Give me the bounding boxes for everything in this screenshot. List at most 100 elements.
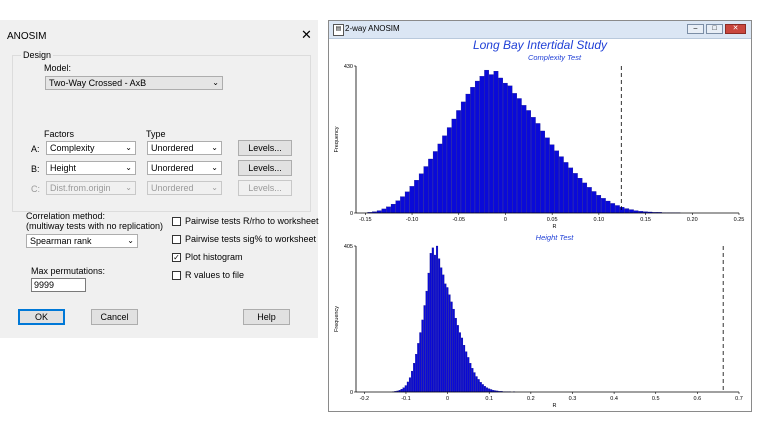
complexity-panel: Complexity Test 0 430 -0.15 -0.10 -0.05 0 0.05 0… xyxy=(334,53,744,230)
histogram-bar xyxy=(503,82,508,214)
histogram-bar xyxy=(485,387,489,393)
pairwise-sig-checkbox[interactable] xyxy=(172,235,181,244)
x-tick-label: 0 xyxy=(504,217,507,223)
pairwise-sig-label: Pairwise tests sig% to worksheet xyxy=(185,234,317,244)
histogram-bar xyxy=(458,332,461,393)
levels-b-button[interactable]: Levels... xyxy=(238,160,292,176)
y-tick-label: 0 xyxy=(350,211,353,217)
histogram-bar xyxy=(481,384,484,393)
histogram-bar xyxy=(438,258,441,393)
pairwise-r-checkbox[interactable] xyxy=(172,217,181,226)
histogram-bar xyxy=(619,207,625,214)
x-tick-label: -0.2 xyxy=(360,396,369,402)
histogram-bar xyxy=(450,301,453,393)
histogram-bar xyxy=(411,370,414,393)
histogram-bar xyxy=(470,87,475,214)
histogram-bar xyxy=(473,372,476,393)
cancel-button[interactable]: Cancel xyxy=(91,309,138,325)
maximize-icon[interactable]: □ xyxy=(706,24,723,34)
histogram-bar xyxy=(479,382,482,393)
histogram-bar xyxy=(554,150,560,214)
x-tick-label: 0.05 xyxy=(547,217,558,223)
window-titlebar: ▤ 2-way ANOSIM – □ ✕ xyxy=(329,21,751,39)
histogram-bar xyxy=(423,305,426,393)
histogram-bar xyxy=(512,93,517,214)
histogram-bar xyxy=(381,208,387,214)
x-tick-label: -0.1 xyxy=(401,396,410,402)
x-tick-label: -0.15 xyxy=(359,217,372,223)
histogram-bar xyxy=(568,167,574,214)
chart-area: Long Bay Intertidal Study Complexity Tes… xyxy=(334,39,744,409)
r-values-file-label: R values to file xyxy=(185,270,245,280)
factor-c-select[interactable]: Dist.from.origin ⌄ xyxy=(46,181,136,195)
ok-button[interactable]: OK xyxy=(18,309,65,325)
type-c-select[interactable]: Unordered ⌄ xyxy=(147,181,222,195)
histogram-bar xyxy=(400,196,405,214)
height-panel: Height Test 0 405 -0.2 -0.1 0 0.1 0.2 0.3 0.4 0.5 0… xyxy=(334,233,743,409)
chevron-down-icon: ⌄ xyxy=(125,183,132,192)
correlation-value: Spearman rank xyxy=(30,236,92,246)
histogram-bar xyxy=(446,287,449,393)
plot-histogram-checkbox[interactable]: ✓ xyxy=(172,253,181,262)
window-close-icon[interactable]: ✕ xyxy=(725,24,746,34)
x-tick-label: 0 xyxy=(446,396,449,402)
model-value: Two-Way Crossed - AxB xyxy=(49,78,147,88)
histogram-bar xyxy=(582,182,588,214)
histogram-bar xyxy=(419,332,422,393)
close-icon[interactable]: ✕ xyxy=(301,27,312,42)
histogram-bar xyxy=(428,158,433,214)
histogram-bar xyxy=(423,166,429,214)
chart-main-title: Long Bay Intertidal Study xyxy=(473,39,608,52)
histogram-bar xyxy=(429,253,432,393)
histogram-bar xyxy=(526,110,531,214)
type-a-value: Unordered xyxy=(151,143,194,153)
minimize-icon[interactable]: – xyxy=(687,24,704,34)
factor-b-select[interactable]: Height ⌄ xyxy=(46,161,136,175)
correlation-select[interactable]: Spearman rank ⌄ xyxy=(26,234,138,248)
histogram-bar xyxy=(493,71,499,214)
factors-header: Factors xyxy=(44,129,75,139)
x-axis-label: R xyxy=(553,224,557,230)
plot-histogram-label: Plot histogram xyxy=(185,252,243,262)
histogram-bar xyxy=(418,173,424,214)
x-tick-label: 0.5 xyxy=(652,396,660,402)
histogram-bar xyxy=(448,294,451,393)
histogram-bar xyxy=(390,203,396,214)
levels-a-button[interactable]: Levels... xyxy=(238,140,292,156)
panel-title: Height Test xyxy=(536,233,575,242)
levels-c-button[interactable]: Levels... xyxy=(238,180,292,196)
help-button[interactable]: Help xyxy=(243,309,290,325)
permutations-input[interactable]: 9999 xyxy=(31,278,86,292)
y-tick-label: 0 xyxy=(350,390,353,396)
r-values-file-checkbox[interactable] xyxy=(172,271,181,280)
histogram-bar xyxy=(463,345,466,393)
histogram-bar xyxy=(484,69,489,214)
design-group: Design Model: Two-Way Crossed - AxB ⌄ Fa… xyxy=(12,50,311,212)
factor-a-select[interactable]: Complexity ⌄ xyxy=(46,141,136,155)
type-b-select[interactable]: Unordered ⌄ xyxy=(147,161,222,175)
histogram-bar xyxy=(624,208,630,214)
x-tick-label: -0.05 xyxy=(452,217,465,223)
histogram-bar xyxy=(456,325,459,393)
type-a-select[interactable]: Unordered ⌄ xyxy=(147,141,222,155)
type-header: Type xyxy=(146,129,166,139)
factor-a-value: Complexity xyxy=(50,143,95,153)
histogram-bar xyxy=(477,379,480,393)
histogram-bar xyxy=(475,376,478,393)
anosim-chart-window: ▤ 2-way ANOSIM – □ ✕ Long Bay Intertidal… xyxy=(328,20,752,412)
histogram-bar xyxy=(446,127,452,214)
x-tick-label: 0.25 xyxy=(734,217,745,223)
model-select[interactable]: Two-Way Crossed - AxB ⌄ xyxy=(45,76,223,90)
histogram-bar xyxy=(386,206,391,214)
histogram-bar xyxy=(408,377,411,393)
histogram-bar xyxy=(577,178,583,214)
histogram-bar xyxy=(451,118,457,214)
x-tick-label: 0.15 xyxy=(640,217,651,223)
x-tick-label: 0.2 xyxy=(527,396,535,402)
anosim-dialog: ANOSIM ✕ Design Model: Two-Way Crossed -… xyxy=(0,20,319,338)
histogram-bar xyxy=(414,180,419,214)
histogram-bar xyxy=(395,200,401,214)
y-tick-label: 405 xyxy=(344,244,353,250)
histogram-bar xyxy=(431,247,434,393)
x-tick-label: 0.4 xyxy=(610,396,618,402)
